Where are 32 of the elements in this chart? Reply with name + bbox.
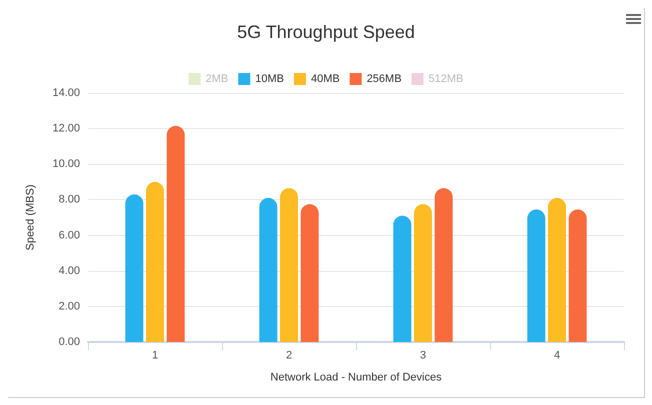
x-axis-title: Network Load - Number of Devices	[270, 372, 442, 384]
bar	[125, 194, 144, 342]
bar	[280, 188, 298, 342]
legend-label: 256MB	[366, 73, 402, 85]
x-tick-label: 3	[420, 350, 426, 362]
bar	[300, 204, 319, 342]
x-tick-label: 4	[554, 350, 560, 362]
bar	[166, 126, 185, 342]
bar	[434, 188, 453, 342]
legend-label: 2MB	[206, 73, 228, 85]
chart-title: 5G Throughput Speed	[237, 22, 415, 42]
legend-label: 40MB	[310, 73, 340, 85]
y-tick-label: 2.00	[58, 300, 80, 312]
legend-label: 10MB	[255, 73, 284, 85]
y-tick-label: 14.00	[52, 87, 80, 99]
bar	[548, 198, 566, 342]
y-tick-label: 0.00	[58, 336, 80, 348]
bar	[259, 198, 278, 342]
bar	[527, 209, 546, 342]
x-tick-label: 2	[286, 350, 292, 362]
x-tick-label: 1	[152, 350, 158, 362]
y-tick-label: 10.00	[52, 158, 80, 170]
bar	[146, 182, 164, 342]
legend-label: 512MB	[428, 73, 464, 85]
bar	[414, 204, 432, 342]
bar	[568, 209, 587, 342]
y-tick-label: 8.00	[58, 194, 80, 206]
y-tick-label: 12.00	[52, 122, 80, 135]
y-tick-label: 6.00	[58, 229, 80, 242]
y-tick-label: 4.00	[58, 264, 80, 277]
y-axis-title: Speed (MBS)	[24, 184, 36, 251]
bar	[393, 216, 412, 342]
